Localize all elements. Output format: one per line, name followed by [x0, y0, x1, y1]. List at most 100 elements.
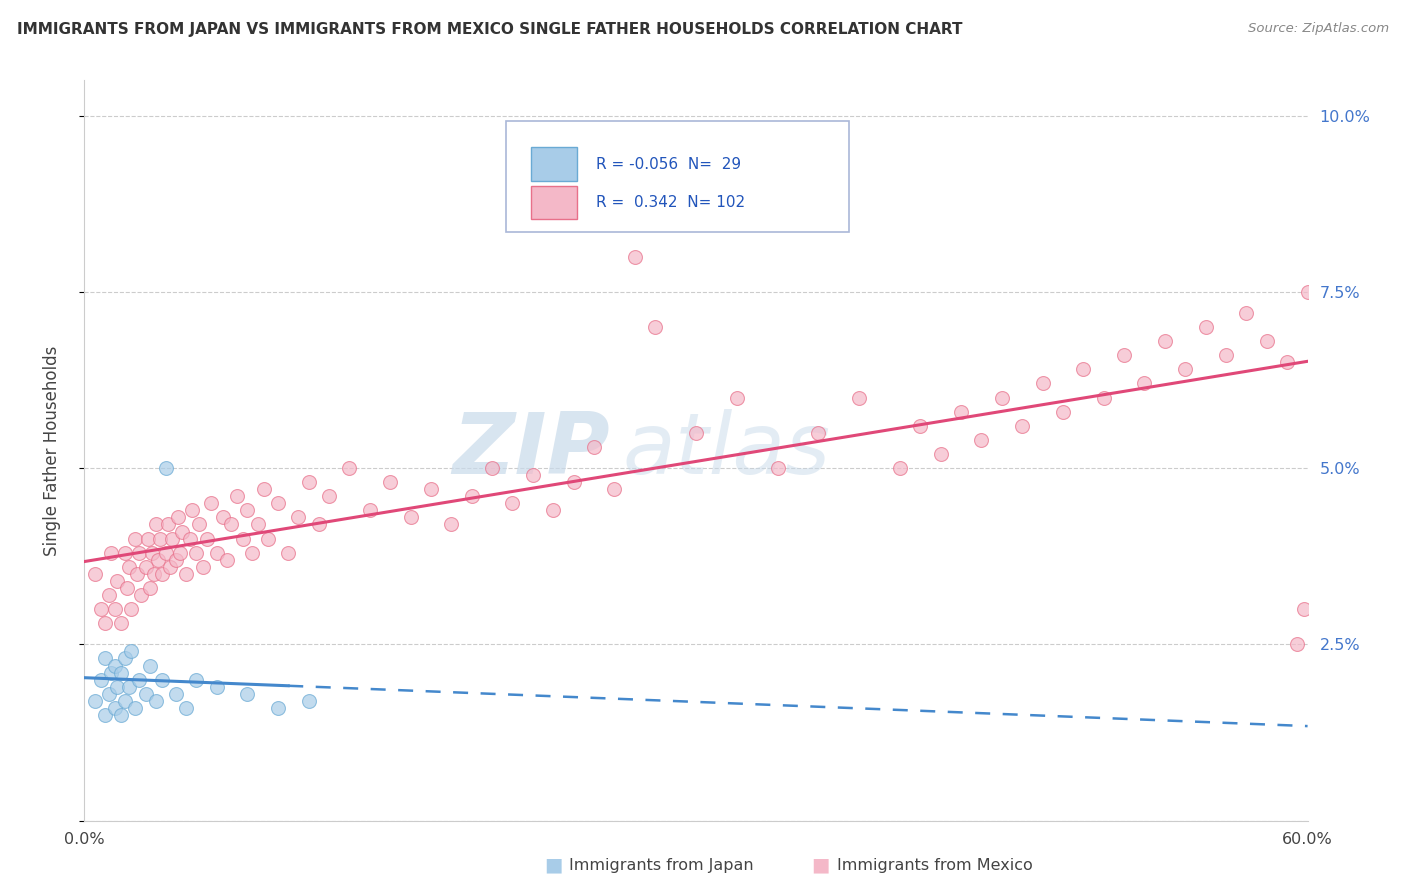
Point [1032, 376, 1054, 391]
Point [950, 405, 973, 419]
Point [991, 391, 1014, 405]
Point [766, 461, 789, 475]
Point [141, 546, 163, 560]
Point [150, 566, 173, 581]
Point [725, 391, 748, 405]
Point [149, 532, 172, 546]
Point [889, 461, 911, 475]
Text: ZIP: ZIP [453, 409, 610, 492]
Point [1277, 355, 1299, 369]
Point [205, 546, 228, 560]
Text: IMMIGRANTS FROM JAPAN VS IMMIGRANTS FROM MEXICO SINGLE FATHER HOUSEHOLDS CORRELA: IMMIGRANTS FROM JAPAN VS IMMIGRANTS FROM… [17, 22, 962, 37]
Point [1092, 391, 1115, 405]
Point [1114, 348, 1136, 362]
Point [110, 616, 132, 631]
Point [236, 687, 259, 701]
Point [90, 673, 112, 687]
Point [187, 517, 209, 532]
Point [169, 546, 191, 560]
Point [131, 588, 153, 602]
Text: R = -0.056  N=  29: R = -0.056 N= 29 [596, 157, 741, 171]
Point [115, 581, 138, 595]
Point [118, 559, 141, 574]
FancyBboxPatch shape [531, 186, 578, 219]
Y-axis label: Single Father Households: Single Father Households [42, 345, 60, 556]
Text: ■: ■ [811, 855, 830, 875]
Point [186, 673, 208, 687]
Text: R =  0.342  N= 102: R = 0.342 N= 102 [596, 195, 745, 210]
Point [138, 581, 160, 595]
Point [186, 546, 208, 560]
Point [128, 673, 150, 687]
Point [644, 320, 666, 334]
Point [114, 546, 136, 560]
Point [298, 694, 321, 708]
Point [1133, 376, 1156, 391]
Point [159, 559, 181, 574]
Point [105, 680, 128, 694]
Point [246, 517, 269, 532]
Point [910, 418, 932, 433]
Point [172, 524, 194, 539]
Point [104, 602, 127, 616]
Point [174, 566, 197, 581]
Point [277, 546, 299, 560]
FancyBboxPatch shape [506, 121, 849, 232]
Point [399, 510, 422, 524]
Text: Source: ZipAtlas.com: Source: ZipAtlas.com [1249, 22, 1389, 36]
Point [97, 687, 120, 701]
Point [481, 461, 503, 475]
Point [1286, 637, 1309, 651]
Point [97, 588, 120, 602]
Point [848, 391, 870, 405]
Point [135, 559, 157, 574]
Point [298, 475, 321, 490]
Point [142, 566, 165, 581]
Point [236, 503, 259, 517]
Point [420, 482, 443, 496]
Point [124, 701, 146, 715]
Point [226, 489, 249, 503]
Point [105, 574, 128, 588]
Point [174, 701, 197, 715]
Point [114, 651, 136, 665]
Text: Immigrants from Mexico: Immigrants from Mexico [837, 858, 1032, 872]
Point [165, 553, 187, 567]
Point [200, 496, 222, 510]
Point [195, 532, 218, 546]
Point [380, 475, 402, 490]
Point [440, 517, 463, 532]
Point [138, 658, 160, 673]
Point [287, 510, 309, 524]
Point [124, 532, 146, 546]
Point [118, 680, 141, 694]
FancyBboxPatch shape [531, 147, 578, 181]
Point [212, 510, 235, 524]
Point [155, 461, 177, 475]
Text: Immigrants from Japan: Immigrants from Japan [569, 858, 754, 872]
Point [1011, 418, 1033, 433]
Point [181, 503, 204, 517]
Point [267, 496, 290, 510]
Point [1154, 334, 1177, 348]
Point [127, 566, 149, 581]
Point [522, 468, 544, 483]
Point [114, 694, 136, 708]
Text: atlas: atlas [623, 409, 831, 492]
Point [136, 532, 159, 546]
Point [217, 553, 239, 567]
Point [1073, 362, 1095, 376]
Point [165, 687, 187, 701]
Point [83, 566, 105, 581]
Point [167, 510, 190, 524]
Point [253, 482, 276, 496]
Point [110, 665, 132, 680]
Point [1174, 362, 1197, 376]
Point [1256, 334, 1278, 348]
Point [145, 517, 167, 532]
Point [104, 658, 127, 673]
Point [257, 532, 280, 546]
Point [807, 425, 830, 440]
Point [359, 503, 381, 517]
Point [1215, 348, 1237, 362]
